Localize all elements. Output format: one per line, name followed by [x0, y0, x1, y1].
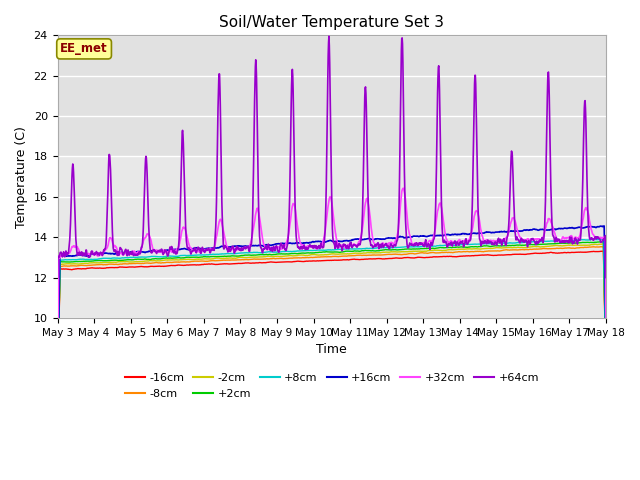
+32cm — [538, 236, 545, 242]
-16cm — [488, 252, 496, 258]
Title: Soil/Water Temperature Set 3: Soil/Water Temperature Set 3 — [220, 15, 444, 30]
+64cm — [325, 34, 333, 39]
+32cm — [602, 330, 610, 336]
-16cm — [537, 251, 545, 256]
+2cm — [602, 369, 610, 374]
+16cm — [54, 385, 61, 391]
-2cm — [163, 257, 170, 263]
-8cm — [163, 260, 170, 265]
-8cm — [488, 248, 496, 254]
Text: EE_met: EE_met — [60, 42, 108, 55]
+8cm — [54, 378, 61, 384]
+32cm — [399, 185, 407, 191]
+32cm — [175, 240, 183, 246]
Line: +64cm: +64cm — [58, 36, 606, 277]
-8cm — [237, 257, 244, 263]
-8cm — [54, 382, 61, 387]
+64cm — [237, 247, 244, 253]
-16cm — [175, 262, 183, 268]
+2cm — [488, 243, 496, 249]
Line: +32cm: +32cm — [58, 188, 606, 387]
+8cm — [488, 240, 496, 246]
-2cm — [488, 246, 496, 252]
Y-axis label: Temperature (C): Temperature (C) — [15, 126, 28, 228]
-8cm — [175, 259, 183, 265]
+8cm — [602, 367, 610, 373]
X-axis label: Time: Time — [316, 343, 347, 356]
+64cm — [417, 240, 425, 246]
-8cm — [602, 372, 610, 377]
Line: +2cm: +2cm — [58, 242, 606, 382]
-16cm — [602, 373, 610, 379]
+32cm — [417, 240, 425, 246]
Line: -2cm: -2cm — [58, 244, 606, 384]
+32cm — [489, 238, 497, 243]
+2cm — [163, 255, 170, 261]
+2cm — [54, 379, 61, 385]
+16cm — [163, 248, 170, 253]
Line: -16cm: -16cm — [58, 251, 606, 386]
+16cm — [600, 223, 608, 229]
+32cm — [163, 250, 170, 256]
-16cm — [163, 263, 170, 269]
-2cm — [175, 257, 183, 263]
+8cm — [175, 253, 183, 259]
+16cm — [175, 247, 183, 252]
+16cm — [602, 346, 610, 351]
+2cm — [175, 255, 183, 261]
+64cm — [489, 241, 497, 247]
+16cm — [237, 243, 244, 249]
-2cm — [417, 248, 425, 254]
-2cm — [600, 241, 607, 247]
+64cm — [163, 248, 170, 253]
+2cm — [417, 246, 425, 252]
-16cm — [54, 383, 61, 389]
+2cm — [537, 241, 545, 247]
-8cm — [597, 244, 605, 250]
Line: +16cm: +16cm — [58, 226, 606, 388]
-16cm — [600, 248, 607, 254]
+16cm — [488, 229, 496, 235]
-2cm — [237, 254, 244, 260]
Line: +8cm: +8cm — [58, 239, 606, 381]
+16cm — [417, 233, 425, 239]
+2cm — [237, 253, 244, 259]
+32cm — [237, 247, 244, 252]
+16cm — [537, 227, 545, 232]
+64cm — [54, 275, 61, 280]
+8cm — [598, 236, 605, 242]
+64cm — [538, 238, 545, 243]
+32cm — [54, 384, 61, 390]
+8cm — [417, 244, 425, 250]
+64cm — [602, 275, 610, 280]
Legend: -16cm, -8cm, -2cm, +2cm, +8cm, +16cm, +32cm, +64cm: -16cm, -8cm, -2cm, +2cm, +8cm, +16cm, +3… — [120, 369, 543, 403]
-16cm — [417, 254, 425, 260]
-2cm — [54, 381, 61, 387]
+8cm — [163, 253, 170, 259]
+8cm — [237, 250, 244, 256]
-8cm — [537, 246, 545, 252]
Bar — [58, 36, 606, 156]
-16cm — [237, 261, 244, 266]
+8cm — [537, 239, 545, 244]
+2cm — [596, 239, 604, 245]
+64cm — [175, 228, 183, 234]
-8cm — [417, 250, 425, 256]
-2cm — [602, 370, 610, 375]
-2cm — [537, 244, 545, 250]
Line: -8cm: -8cm — [58, 247, 606, 384]
